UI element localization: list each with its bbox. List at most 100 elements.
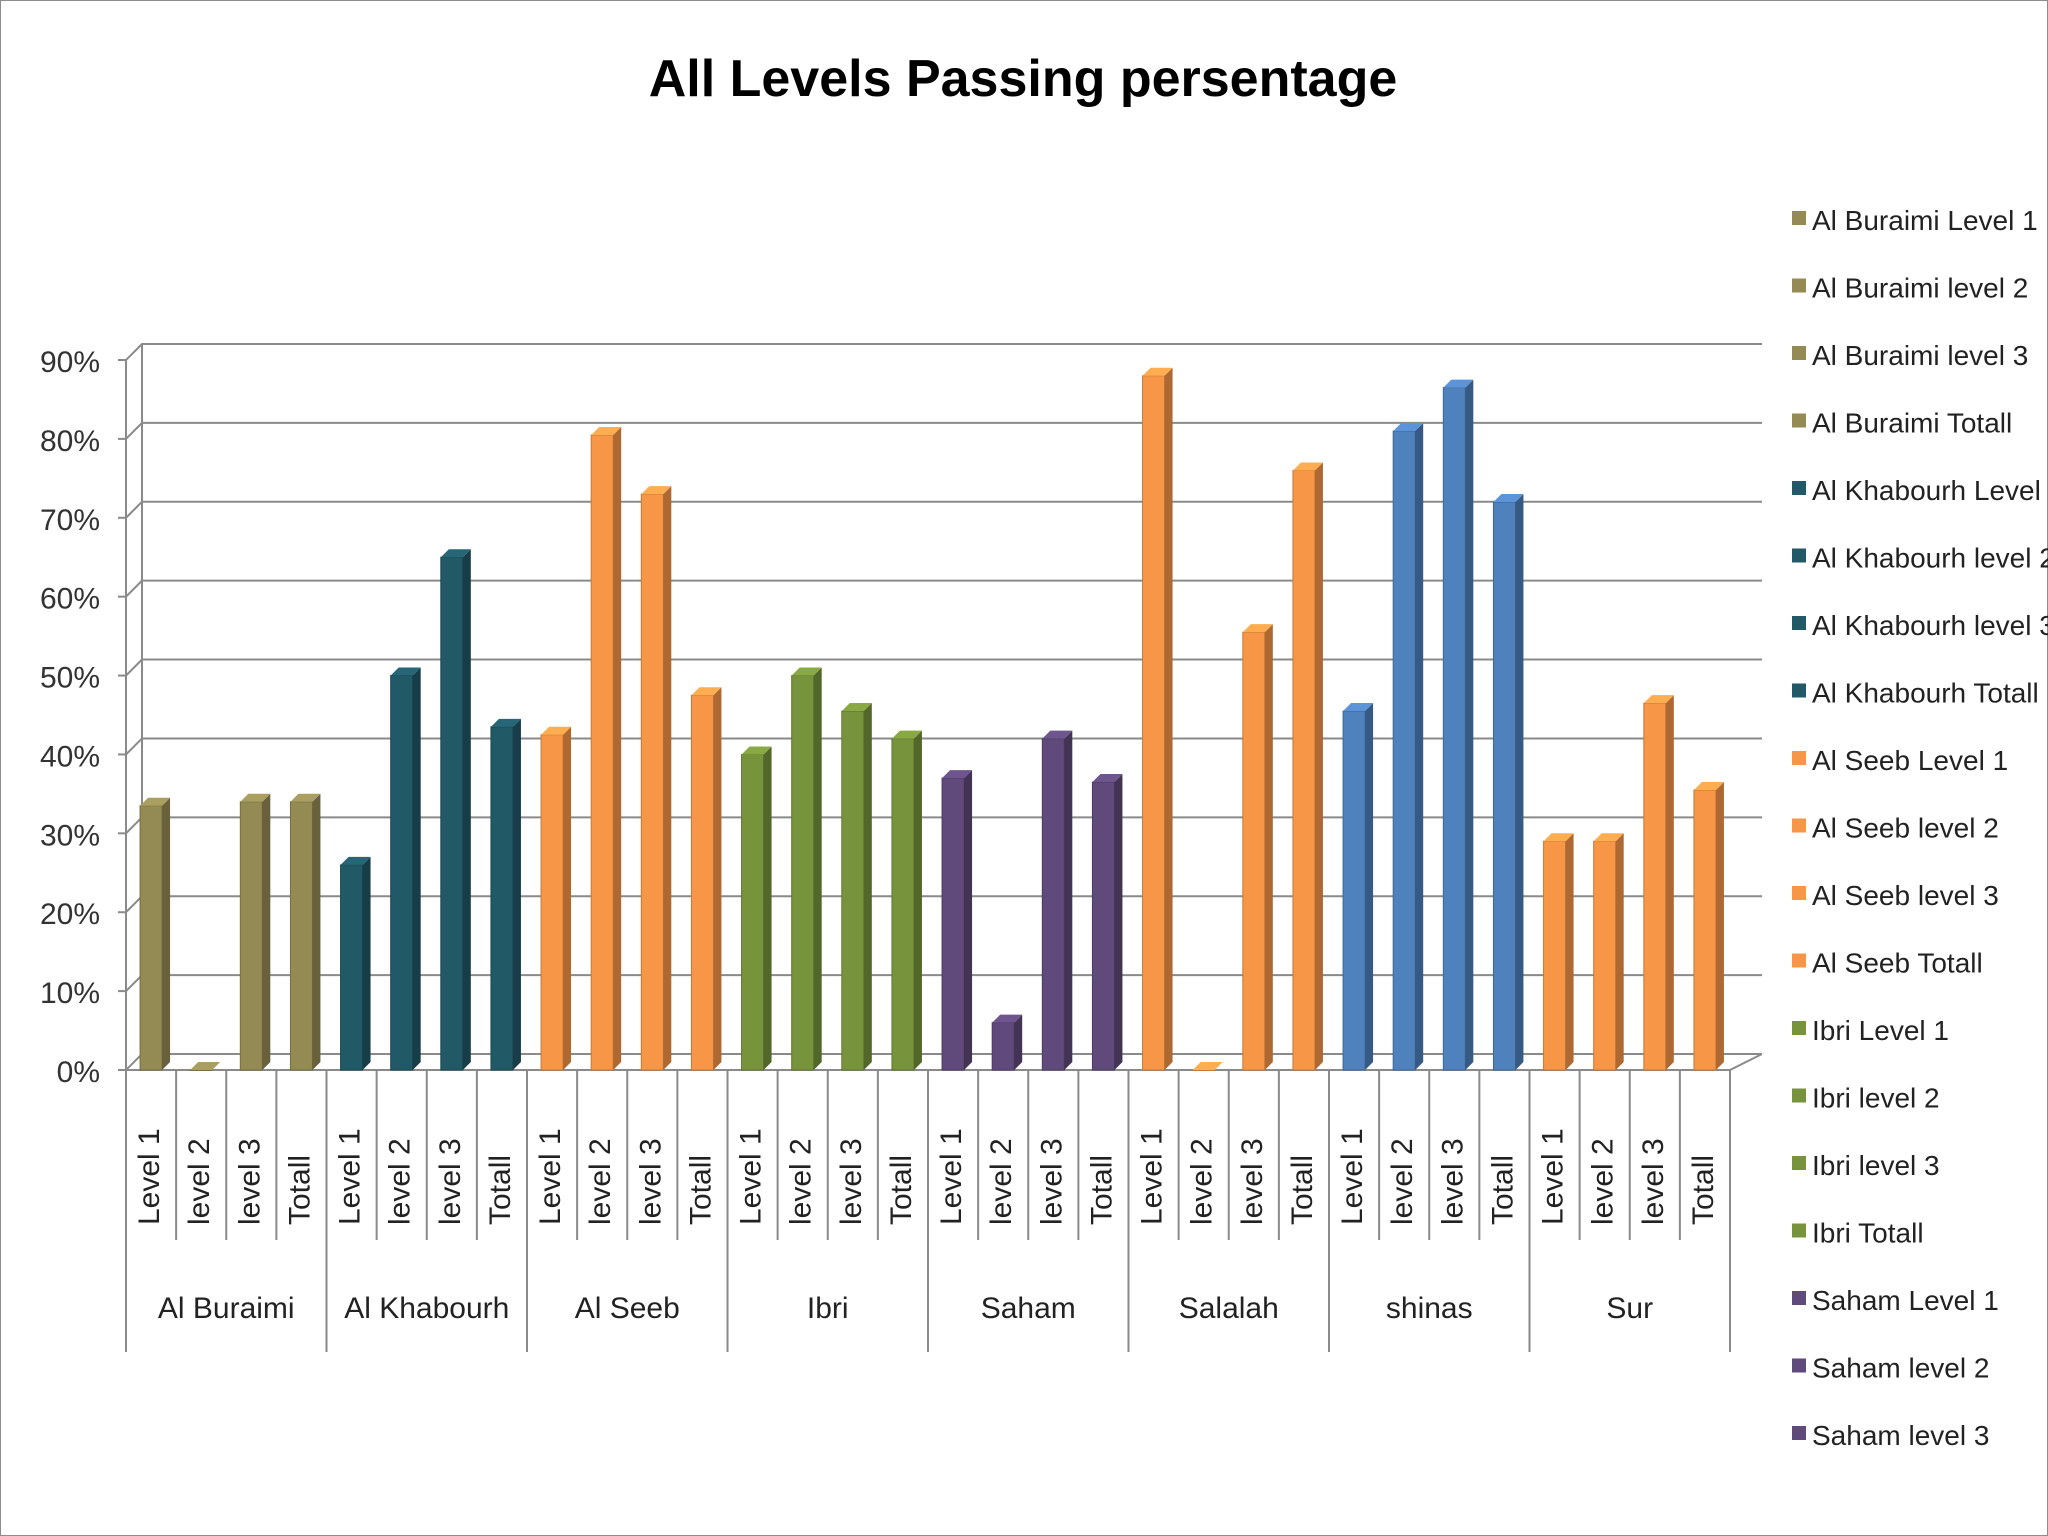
y-tick-label: 60%: [40, 583, 100, 616]
bar-top: [992, 1014, 1023, 1023]
x-category-label: Totall: [1286, 1155, 1319, 1225]
y-tick-label: 90%: [40, 346, 100, 379]
bar: [440, 556, 464, 1071]
legend-label: Saham Level 1: [1812, 1285, 1999, 1316]
bar: [239, 801, 263, 1071]
x-group-label: Al Khabourh: [344, 1292, 509, 1325]
gridline: [125, 421, 1762, 440]
bar: [741, 753, 765, 1071]
gridline: [125, 343, 1762, 361]
bar-top: [140, 797, 171, 806]
bar-top: [390, 667, 421, 676]
bar-side: [1715, 781, 1724, 1070]
x-category-label: level 3: [1236, 1138, 1269, 1225]
bar: [590, 434, 614, 1071]
legend-label: Al Buraimi Level 1: [1812, 205, 2038, 236]
bar: [891, 738, 915, 1071]
legend-swatch: [1792, 751, 1806, 765]
bar-top: [1292, 462, 1323, 471]
bar-side: [1014, 1014, 1023, 1070]
x-category-label: Totall: [484, 1155, 517, 1225]
bar-top: [1593, 833, 1624, 842]
bar-top: [1543, 833, 1574, 842]
legend-swatch: [1792, 1426, 1806, 1440]
bar-side: [512, 718, 521, 1070]
bar: [189, 1069, 213, 1071]
bar: [1492, 501, 1516, 1071]
bar: [1643, 702, 1667, 1071]
legend-label: Al Seeb level 2: [1812, 813, 1999, 844]
bar-side: [1515, 494, 1524, 1070]
y-tick-label: 70%: [40, 504, 100, 537]
bar: [390, 675, 414, 1071]
legend-swatch: [1792, 616, 1806, 630]
x-category-label: level 2: [183, 1138, 216, 1225]
y-tick-label: 80%: [40, 425, 100, 458]
bar-side: [563, 726, 572, 1070]
x-category-label: Level 1: [735, 1128, 768, 1225]
bar-top: [490, 718, 521, 727]
x-category-label: level 2: [1587, 1138, 1620, 1225]
bar-side: [1565, 833, 1574, 1070]
legend-label: Saham level 2: [1812, 1353, 1989, 1384]
bar-side: [362, 856, 371, 1070]
bar-top: [1142, 367, 1173, 376]
bar-side: [1615, 833, 1624, 1070]
bar-top: [691, 687, 722, 696]
x-category-label: Totall: [885, 1155, 918, 1225]
bar-top: [1493, 494, 1524, 502]
bar-top: [340, 856, 371, 865]
bar-side: [1365, 703, 1374, 1070]
bar-top: [1343, 703, 1374, 712]
bar: [340, 864, 364, 1071]
bar: [1242, 631, 1266, 1071]
bar: [640, 493, 664, 1071]
x-category-label: level 3: [634, 1138, 667, 1225]
legend-swatch: [1792, 211, 1806, 225]
legend-swatch: [1792, 886, 1806, 900]
chart-title: All Levels Passing persentage: [649, 50, 1398, 108]
legend-swatch: [1792, 683, 1806, 698]
bar: [690, 694, 714, 1071]
bar: [139, 805, 163, 1071]
bar-side: [863, 703, 872, 1070]
bar: [841, 710, 865, 1071]
legend-swatch: [1792, 481, 1806, 495]
bar: [1442, 387, 1466, 1071]
x-group-label: shinas: [1386, 1292, 1473, 1325]
x-group-label: Saham: [981, 1292, 1076, 1325]
x-category-label: Level 1: [1136, 1128, 1169, 1225]
x-axis-labels: Level 1 level 2 level 3 Totall Al Buraimi Lev…: [125, 1070, 1731, 1352]
bar: [1142, 375, 1166, 1071]
legend-swatch: [1792, 1088, 1806, 1103]
legend-label: Al Khabourh level 3: [1812, 610, 2048, 641]
bar-side: [763, 746, 772, 1070]
bar-top: [190, 1062, 221, 1070]
x-category-label: Level 1: [935, 1128, 968, 1225]
bar-top: [1192, 1062, 1223, 1070]
bar-side: [713, 687, 722, 1070]
x-category-label: Level 1: [1537, 1128, 1570, 1225]
x-category-label: Totall: [1687, 1155, 1720, 1225]
x-group-label: Ibri: [807, 1292, 849, 1325]
bar-top: [641, 486, 672, 495]
x-group-label: Salalah: [1179, 1292, 1279, 1325]
legend-swatch: [1792, 278, 1806, 293]
legend-label: Ibri Level 1: [1812, 1015, 1949, 1046]
bar-top: [1242, 624, 1273, 633]
legend-label: Al Khabourh Totall: [1812, 678, 2039, 709]
bar-top: [1693, 781, 1724, 790]
x-category-label: Level 1: [1336, 1128, 1369, 1225]
legend-swatch: [1792, 953, 1806, 968]
bar: [1192, 1069, 1216, 1071]
bar: [1593, 840, 1617, 1071]
y-tick-label: 30%: [40, 819, 100, 852]
bar: [1292, 469, 1316, 1071]
bar-side: [1264, 624, 1273, 1070]
legend-label: Al Seeb level 3: [1812, 880, 1999, 911]
legend-swatch: [1792, 1021, 1806, 1035]
x-category-label: level 2: [384, 1138, 417, 1225]
legend-label: Ibri level 3: [1812, 1150, 1940, 1181]
x-category-label: Level 1: [334, 1128, 367, 1225]
